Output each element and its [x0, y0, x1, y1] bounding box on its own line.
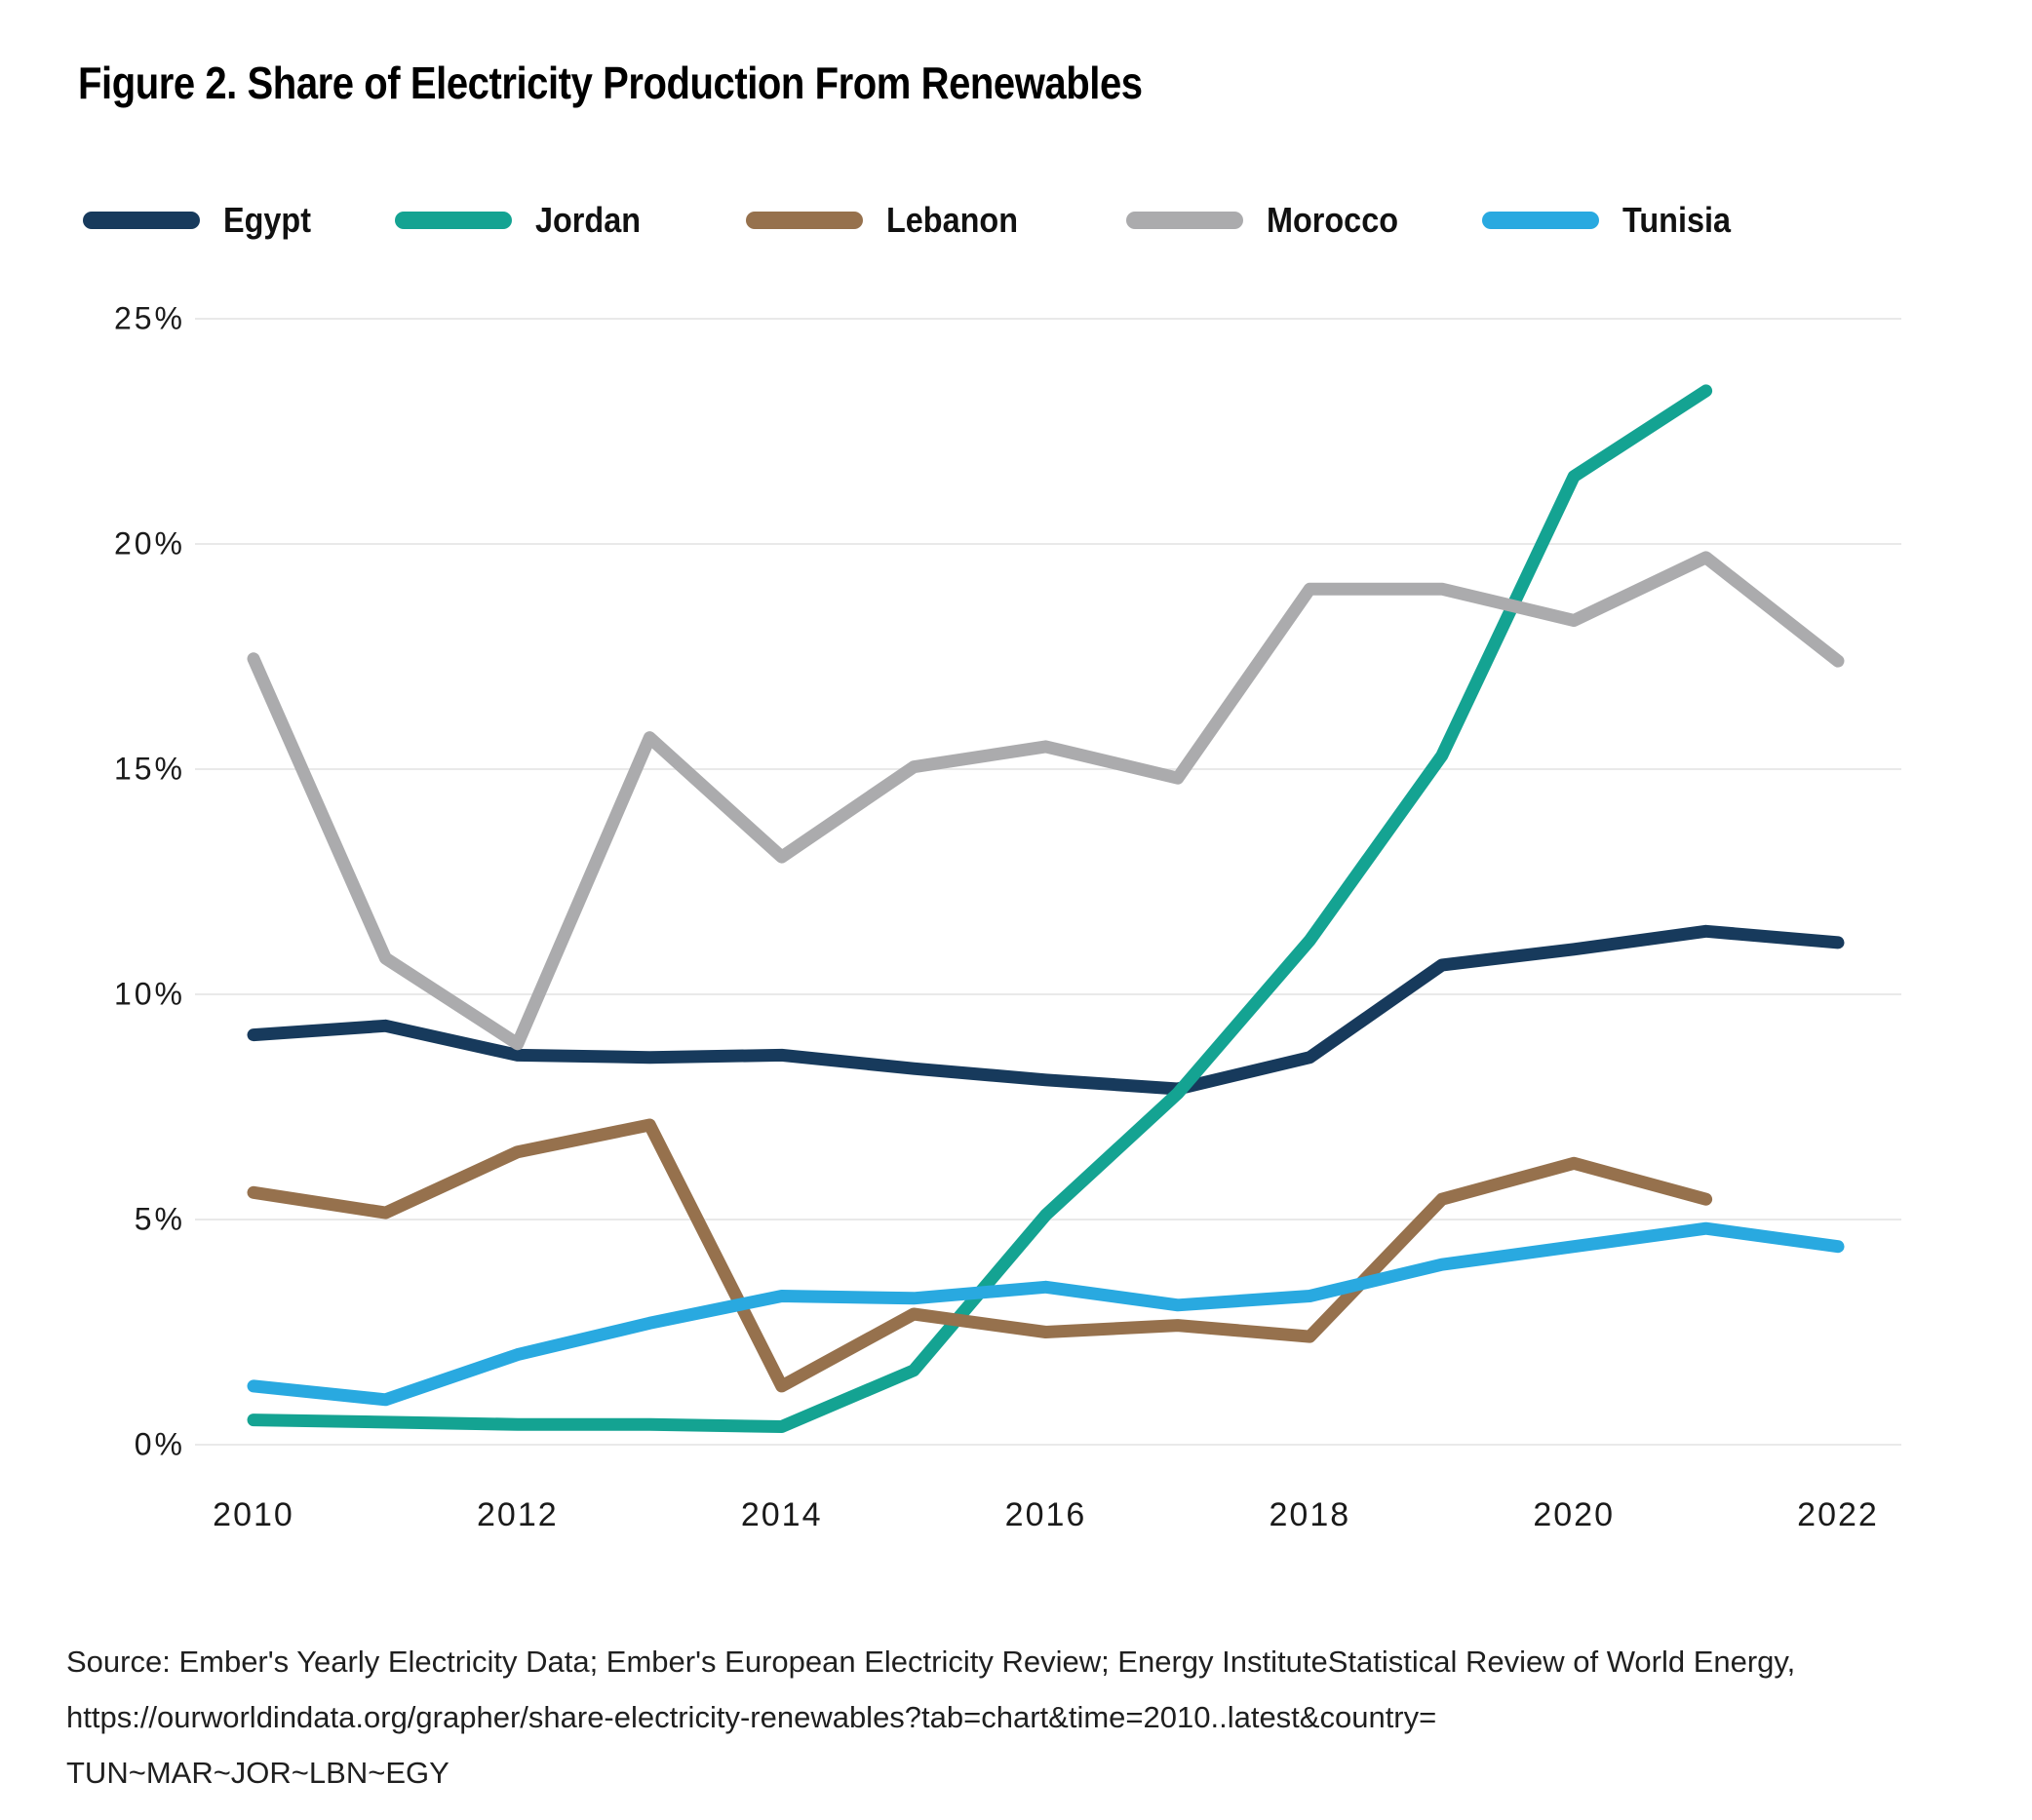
legend-item-egypt: Egypt [83, 200, 321, 241]
series-line-lebanon [247, 1118, 1713, 1393]
legend-label-morocco: Morocco [1267, 200, 1399, 240]
legend-swatch-egypt [83, 212, 200, 229]
legend-item-jordan: Jordan [395, 200, 652, 241]
legend-label-egypt: Egypt [223, 200, 312, 240]
legend-label-lebanon: Lebanon [886, 200, 1018, 240]
x-axis-tick-label: 2022 [1797, 1496, 1879, 1533]
source-line: Source: Ember's Yearly Electricity Data;… [66, 1645, 1796, 1679]
y-axis-tick-label: 0% [134, 1426, 185, 1462]
x-axis-tick-label: 2016 [1004, 1496, 1087, 1533]
x-axis-tick-label: 2018 [1269, 1496, 1351, 1533]
legend-swatch-tunisia [1482, 212, 1599, 229]
y-axis-tick-label: 20% [113, 525, 185, 561]
source-line: TUN~MAR~JOR~LBN~EGY [66, 1756, 449, 1790]
x-axis-tick-label: 2020 [1533, 1496, 1615, 1533]
x-axis-tick-label: 2010 [213, 1496, 294, 1533]
legend-swatch-jordan [395, 212, 512, 229]
series-line-egypt [247, 924, 1845, 1096]
y-axis-tick-label: 15% [113, 751, 185, 787]
source-note: Source: Ember's Yearly Electricity Data;… [66, 1634, 1795, 1801]
y-axis-tick-label: 5% [134, 1201, 185, 1237]
series-line-tunisia [247, 1221, 1845, 1407]
source-line: https://ourworldindata.org/grapher/share… [66, 1700, 1437, 1734]
legend-label-tunisia: Tunisia [1622, 200, 1732, 240]
y-axis-tick-label: 25% [113, 300, 185, 336]
legend-item-lebanon: Lebanon [746, 200, 1033, 241]
legend-label-jordan: Jordan [535, 200, 642, 240]
legend-item-morocco: Morocco [1126, 200, 1413, 241]
legend-swatch-lebanon [746, 212, 863, 229]
legend-item-tunisia: Tunisia [1482, 200, 1742, 241]
series-line-jordan [247, 384, 1713, 1433]
x-axis-tick-label: 2014 [740, 1496, 823, 1533]
legend-swatch-morocco [1126, 212, 1243, 229]
figure-title: Figure 2. Share of Electricity Productio… [78, 58, 1143, 108]
y-axis-tick-label: 10% [113, 976, 185, 1012]
series-line-morocco [247, 551, 1845, 1051]
x-axis-tick-label: 2012 [477, 1496, 559, 1533]
